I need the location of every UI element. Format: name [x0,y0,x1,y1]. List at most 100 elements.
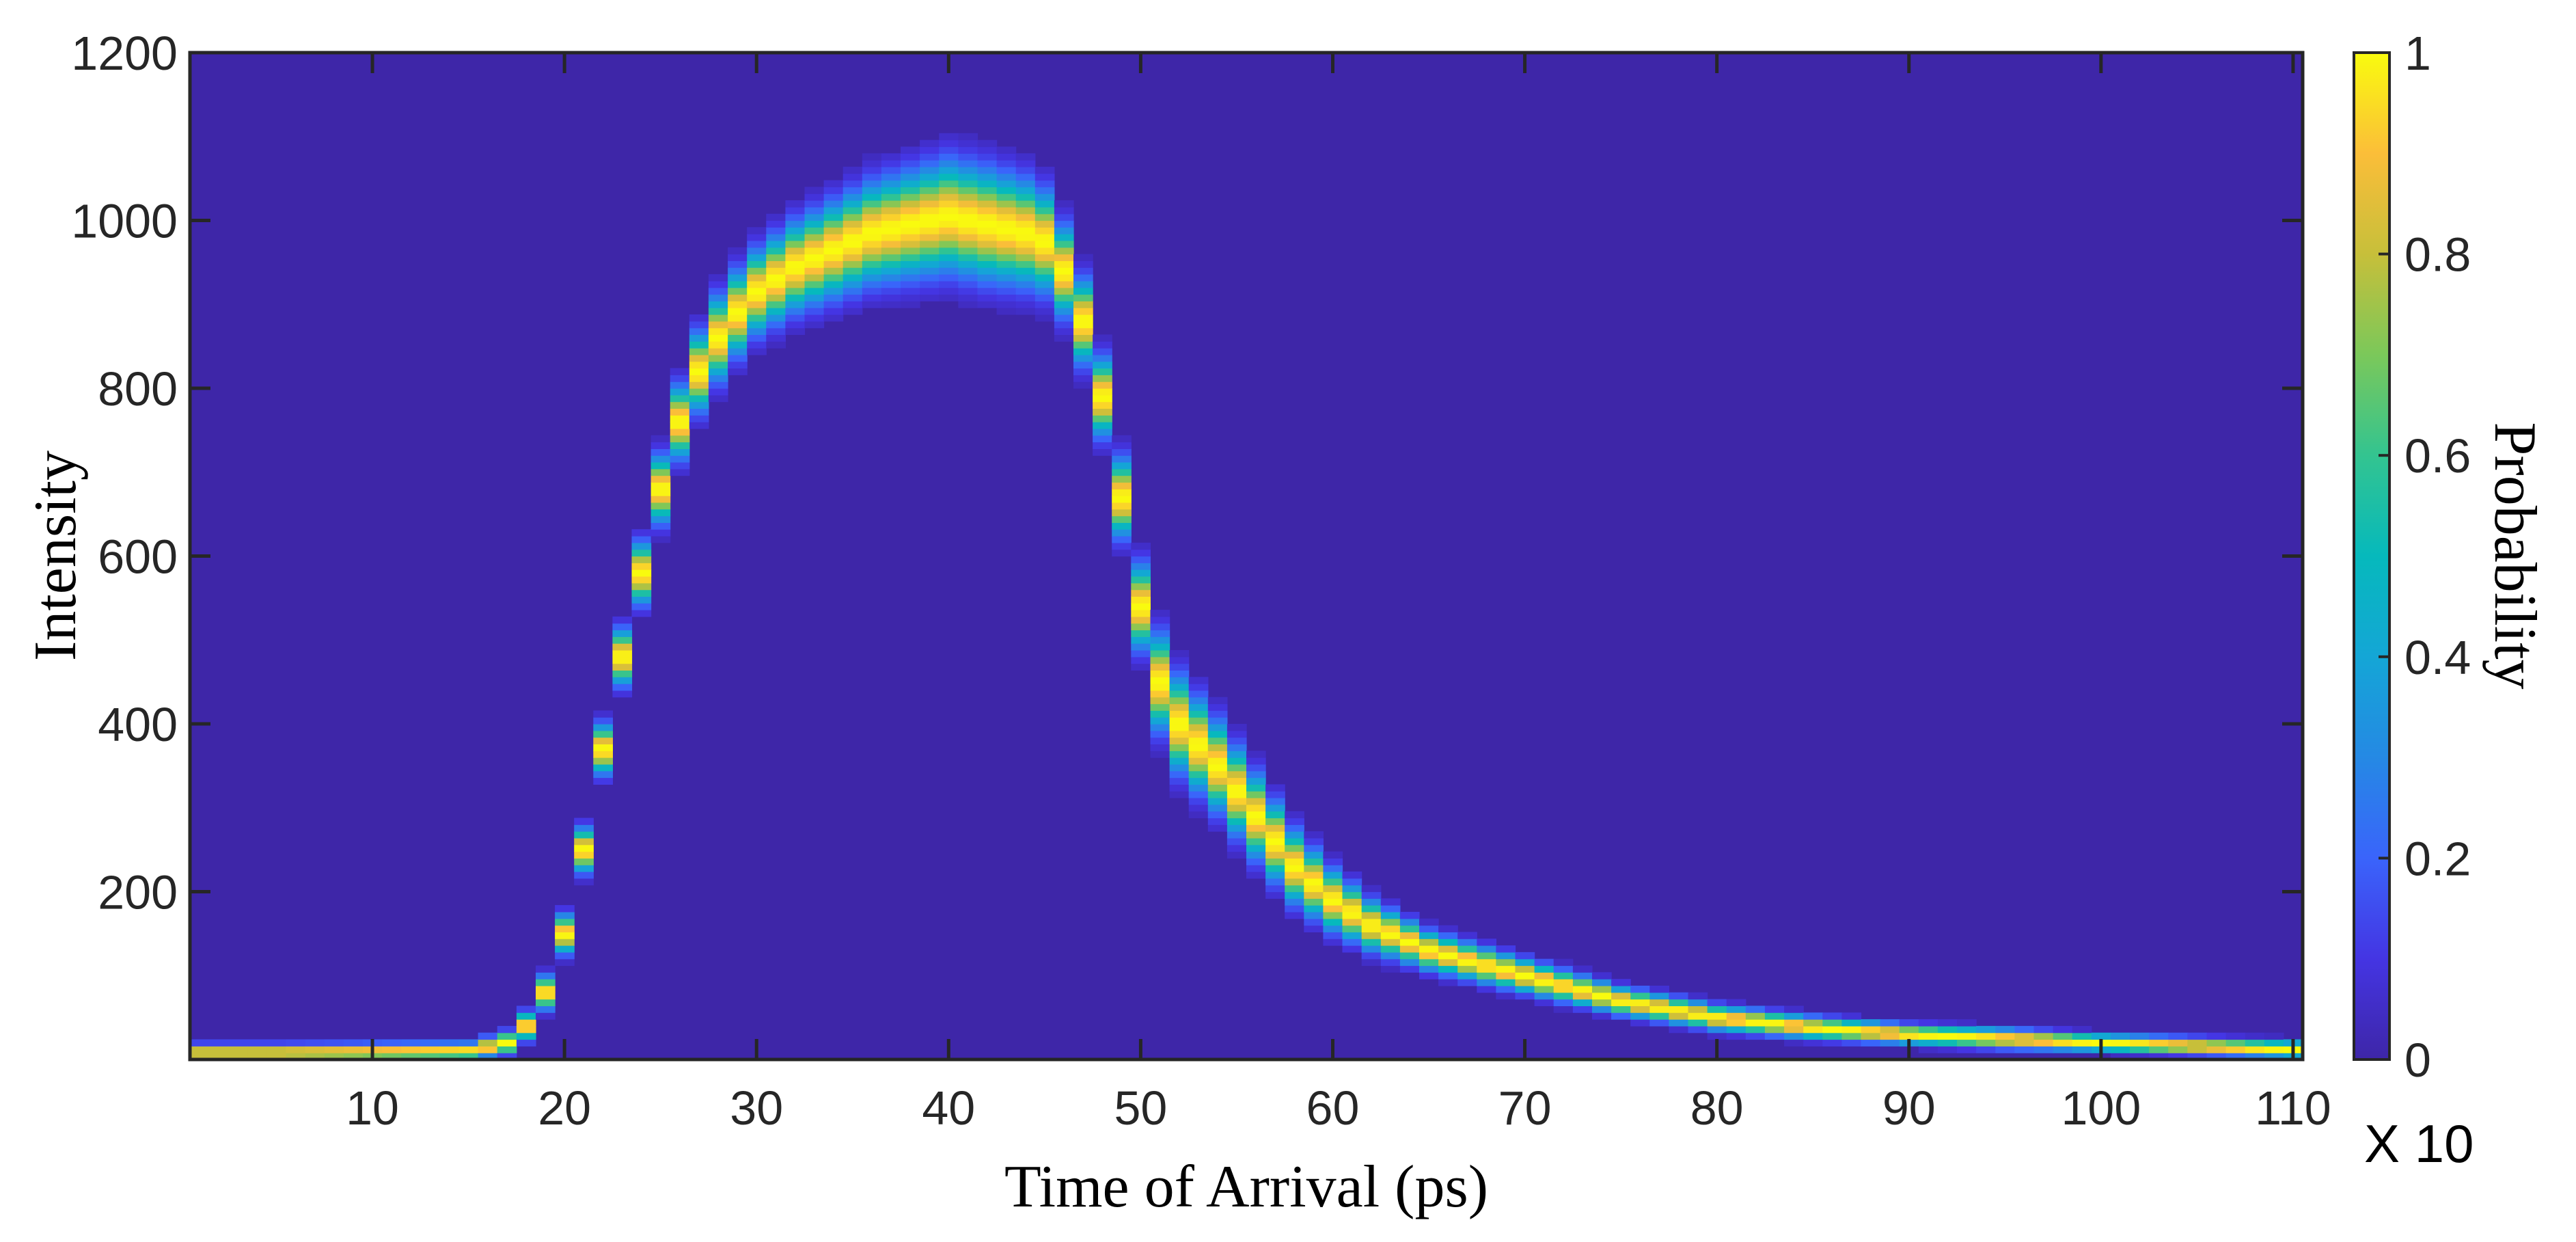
heatmap-cell [593,710,613,718]
heatmap-cell [1534,992,1554,1000]
heatmap-cell [708,348,728,355]
heatmap-cell [1957,1025,1977,1034]
heatmap-cell [1227,724,1247,731]
heatmap-cell [1361,932,1382,939]
heatmap-cell [939,267,959,275]
heatmap-cell [343,1053,364,1059]
heatmap-cell [1246,872,1266,879]
heatmap-cell [1112,462,1132,470]
heatmap-cell [1015,213,1036,221]
heatmap-cell [842,213,863,221]
heatmap-cell [823,206,844,215]
heatmap-cell [785,267,806,275]
heatmap-cell [977,200,998,208]
heatmap-cell [593,751,613,758]
heatmap-cell [2187,1032,2207,1040]
heatmap-cell [747,260,767,268]
heatmap-cell [1054,206,1074,215]
heatmap-cell [1169,791,1190,798]
heatmap-cell [708,287,728,295]
heatmap-cell [901,180,920,187]
heatmap-cell [1093,368,1112,375]
heatmap-cell [1188,811,1209,819]
heatmap-cell [1918,1032,1938,1040]
heatmap-cell [1918,1019,1938,1027]
heatmap-cell [401,1046,421,1053]
heatmap-cell [920,220,940,228]
heatmap-cell [2033,1025,2054,1034]
heatmap-cell [1188,717,1209,725]
heatmap-cell [1034,274,1055,282]
heatmap-cell [823,267,844,275]
heatmap-cell [1707,1005,1727,1013]
heatmap-cell [804,247,825,255]
heatmap-cell [1227,777,1247,785]
heatmap-cell [977,146,998,154]
heatmap-cell [842,187,863,194]
heatmap-cell [1304,885,1324,893]
y-tick-label: 600 [98,530,178,584]
heatmap-cell [1438,958,1458,967]
heatmap-cell [708,354,728,362]
heatmap-cell [1073,267,1093,275]
colorbar-gradient [2353,51,2391,1061]
heatmap-cell [670,381,690,389]
heatmap-cell [977,241,998,248]
heatmap-cell [1093,354,1112,362]
heatmap-cell [1073,334,1093,342]
heatmap-cell [1534,986,1554,993]
heatmap-cell [1496,979,1516,986]
heatmap-cell [1015,254,1036,261]
heatmap-cell [1399,951,1420,960]
heatmap-cell [708,301,728,308]
heatmap-cell [766,267,786,275]
heatmap-cell [1073,274,1093,282]
heatmap-cell [1112,448,1132,456]
heatmap-cell [958,234,978,241]
heatmap-cell [1918,1046,1938,1053]
heatmap-cell [996,267,1017,275]
heatmap-cell [1034,287,1055,295]
heatmap-cell [1034,301,1055,308]
heatmap-cell [977,187,998,194]
heatmap-cell [1861,1019,1881,1027]
heatmap-cell [920,274,940,282]
heatmap-cell [1457,979,1477,986]
heatmap-cell [939,133,959,141]
heatmap-cell [555,912,575,919]
heatmap-cell [728,254,748,261]
heatmap-cell [842,301,863,308]
heatmap-cell [2264,1039,2284,1047]
heatmap-cell [266,1046,287,1053]
heatmap-cell [708,368,728,375]
heatmap-cell [1822,1039,1842,1047]
heatmap-cell [1112,509,1132,517]
heatmap-cell [1822,1012,1842,1020]
heatmap-cell [266,1053,287,1059]
heatmap-cell [1399,939,1420,946]
heatmap-cell [804,227,825,234]
heatmap-cell [939,247,959,255]
heatmap-cell [1015,166,1036,174]
heatmap-cell [190,1039,210,1047]
heatmap-cell [1246,851,1266,859]
heatmap-cell [1112,468,1132,476]
heatmap-cell [920,260,940,268]
heatmap-cell [842,206,863,215]
heatmap-cell [1112,455,1132,463]
heatmap-cell [1361,898,1382,906]
plot-area: 10 20 30 40 50 60 70 80 90 100 110 200 400 600 800 100… [71,27,2331,1135]
heatmap-cell [1285,891,1304,899]
heatmap-cell [1764,1012,1785,1020]
heatmap-cell [1477,972,1496,980]
heatmap-cell [1707,1012,1727,1020]
heatmap-cell [266,1039,287,1047]
heatmap-cell [555,905,575,913]
heatmap-cell [1207,770,1228,779]
heatmap-cell [823,234,844,241]
heatmap-cell [920,146,940,154]
heatmap-cell [1496,992,1516,1000]
heatmap-cell [939,206,959,215]
heatmap-cell [1034,180,1055,187]
heatmap-cell [1803,1019,1823,1027]
